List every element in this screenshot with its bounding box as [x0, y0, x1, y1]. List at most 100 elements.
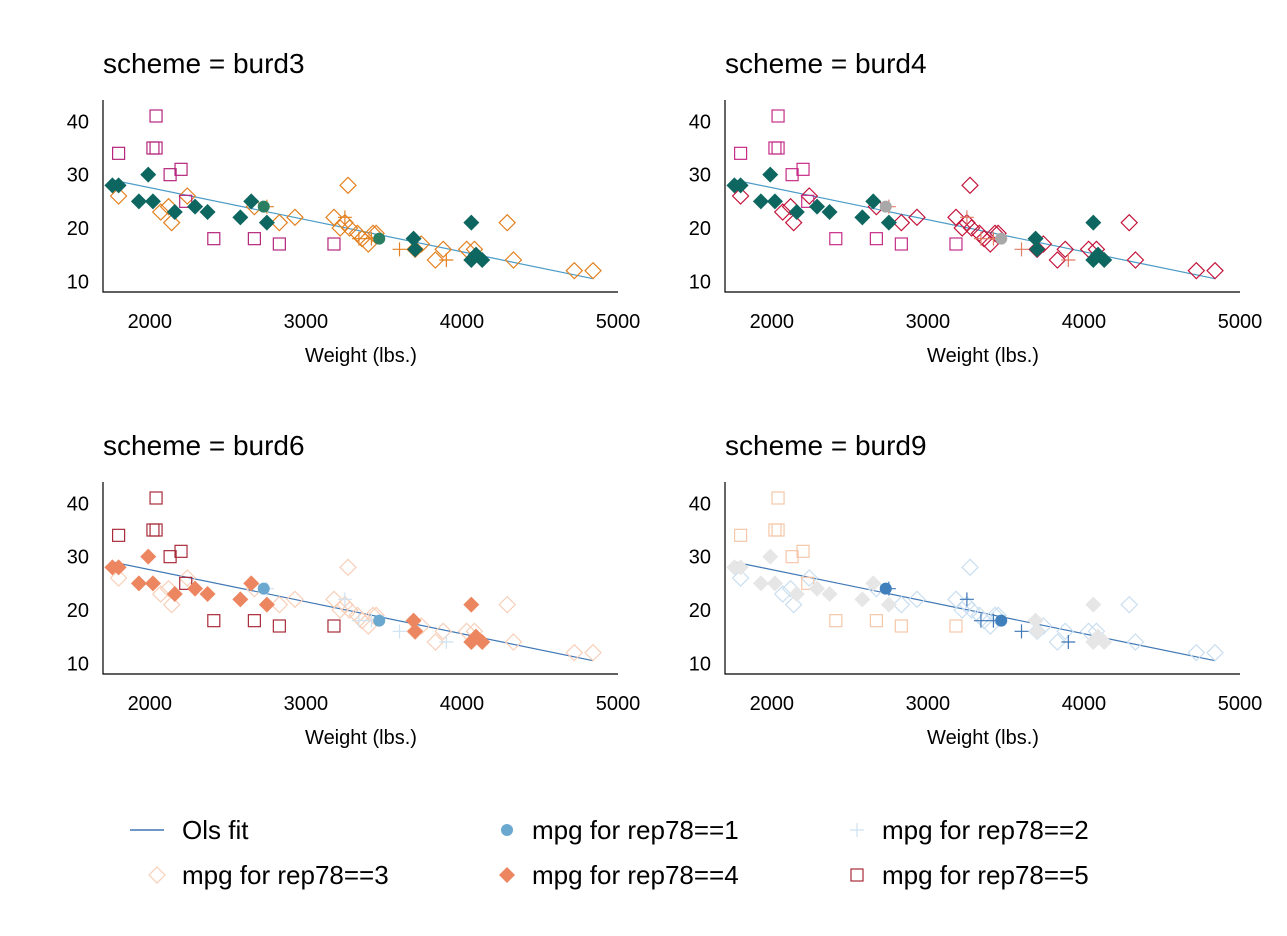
point-rep78-3	[504, 633, 523, 651]
point-rep78-4	[243, 575, 260, 592]
point-rep78-1	[879, 200, 892, 213]
point-rep78-5	[327, 619, 341, 633]
point-rep78-3	[364, 224, 382, 243]
point-rep78-4	[110, 177, 127, 194]
legend-key-hollow-square	[850, 868, 864, 882]
point-rep78-4	[732, 559, 749, 576]
point-rep78-3	[773, 203, 792, 221]
y-tick-label: 20	[689, 600, 711, 622]
point-rep78-3	[784, 595, 803, 614]
point-rep78-5	[272, 619, 286, 633]
point-rep78-5	[894, 619, 908, 633]
x-tick-label: 5000	[596, 693, 641, 715]
point-rep78-4	[243, 193, 260, 210]
point-rep78-3	[800, 569, 819, 587]
x-tick-label: 3000	[906, 311, 951, 333]
point-rep78-3	[908, 590, 926, 609]
point-rep78-2	[351, 613, 366, 628]
point-rep78-3	[270, 595, 289, 614]
point-rep78-4	[1085, 214, 1102, 231]
point-rep78-4	[752, 575, 769, 592]
point-rep78-3	[504, 251, 523, 269]
y-tick-label: 40	[67, 111, 89, 133]
point-rep78-3	[331, 219, 350, 237]
axes-frame	[102, 482, 618, 675]
point-rep78-4	[788, 586, 805, 602]
point-rep78-5	[247, 614, 261, 628]
x-axis-title: Weight (lbs.)	[927, 727, 1039, 749]
x-tick-label: 3000	[906, 693, 951, 715]
point-rep78-4	[232, 591, 249, 608]
y-tick-label: 10	[689, 271, 711, 293]
point-rep78-5	[327, 237, 341, 251]
point-rep78-3	[339, 176, 357, 195]
point-rep78-4	[809, 198, 826, 215]
point-rep78-3	[340, 219, 359, 237]
panel-title: scheme = burd9	[725, 430, 927, 461]
point-rep78-4	[752, 193, 769, 210]
point-rep78-3	[325, 590, 343, 609]
point-rep78-5	[801, 194, 815, 208]
point-rep78-3	[947, 208, 965, 227]
point-rep78-5	[247, 232, 261, 246]
point-rep78-5	[149, 141, 163, 155]
point-rep78-5	[829, 614, 843, 628]
point-rep78-3	[565, 643, 584, 662]
x-tick-label: 5000	[1218, 693, 1263, 715]
point-rep78-3	[773, 585, 792, 603]
point-rep78-4	[405, 230, 422, 247]
x-axis-title: Weight (lbs.)	[305, 727, 417, 749]
point-rep78-4	[1085, 596, 1102, 613]
x-tick-label: 2000	[750, 311, 795, 333]
point-rep78-3	[498, 213, 517, 232]
point-rep78-4	[1096, 634, 1113, 650]
x-tick-label: 5000	[596, 311, 641, 333]
point-rep78-3	[1126, 633, 1145, 651]
axes-frame	[102, 100, 618, 293]
y-tick-label: 10	[67, 271, 89, 293]
point-rep78-3	[1187, 643, 1206, 662]
point-rep78-3	[784, 213, 803, 232]
point-rep78-4	[1027, 230, 1044, 247]
y-tick-label: 20	[67, 600, 89, 622]
point-rep78-4	[788, 204, 805, 220]
point-rep78-3	[426, 633, 445, 651]
y-tick-label: 40	[689, 111, 711, 133]
point-rep78-5	[949, 619, 963, 633]
point-rep78-3	[498, 595, 517, 614]
point-rep78-3	[325, 208, 343, 227]
point-rep78-4	[187, 580, 204, 597]
x-tick-label: 5000	[1218, 311, 1263, 333]
point-rep78-1	[257, 200, 270, 213]
point-rep78-2	[351, 231, 366, 246]
point-rep78-4	[232, 209, 249, 226]
point-rep78-5	[149, 491, 163, 505]
point-rep78-5	[771, 491, 785, 505]
point-rep78-3	[109, 569, 128, 587]
point-rep78-5	[174, 162, 188, 176]
point-rep78-3	[1048, 251, 1067, 269]
point-rep78-3	[953, 601, 972, 619]
point-rep78-4	[809, 580, 826, 597]
point-rep78-3	[892, 595, 911, 614]
point-rep78-1	[373, 232, 386, 245]
point-rep78-3	[178, 187, 197, 205]
point-rep78-5	[771, 109, 785, 123]
point-rep78-5	[796, 544, 810, 558]
panel-3: scheme = burd6 10 20 30 40 2000 3000 4000 5000 We…	[67, 430, 641, 749]
point-rep78-2	[959, 210, 974, 225]
x-tick-label: 3000	[284, 311, 329, 333]
point-rep78-5	[829, 232, 843, 246]
point-rep78-4	[766, 575, 783, 592]
point-rep78-2	[973, 231, 988, 246]
point-rep78-3	[986, 606, 1004, 625]
x-tick-label: 2000	[128, 693, 173, 715]
point-rep78-4	[258, 214, 275, 231]
point-rep78-4	[187, 198, 204, 215]
point-rep78-3	[986, 224, 1004, 243]
panels: scheme = burd3 10 20 30 40 2000 3000 4000 5000 We…	[67, 48, 1263, 749]
point-rep78-3	[364, 606, 382, 625]
point-rep78-3	[434, 240, 453, 259]
y-tick-label: 20	[689, 218, 711, 240]
x-tick-label: 2000	[750, 693, 795, 715]
